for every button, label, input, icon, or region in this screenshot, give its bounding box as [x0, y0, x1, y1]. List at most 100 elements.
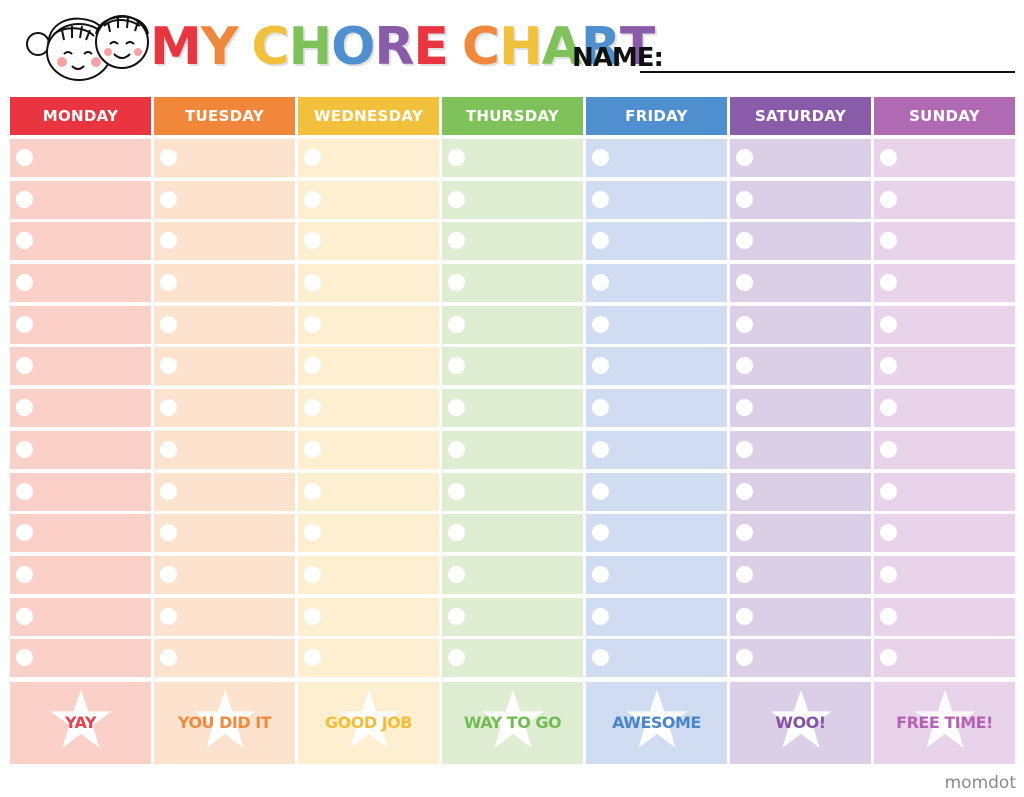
checkbox-circle-icon[interactable]: [304, 482, 321, 500]
chore-slot[interactable]: [298, 222, 439, 261]
chore-slot[interactable]: [586, 305, 727, 344]
chore-slot[interactable]: [874, 514, 1015, 553]
chore-slot[interactable]: [586, 139, 727, 177]
checkbox-circle-icon[interactable]: [16, 315, 33, 333]
chore-slot[interactable]: [298, 305, 439, 344]
chore-slot[interactable]: [874, 472, 1015, 511]
checkbox-circle-icon[interactable]: [736, 190, 753, 208]
checkbox-circle-icon[interactable]: [16, 399, 33, 417]
checkbox-circle-icon[interactable]: [880, 149, 897, 166]
checkbox-circle-icon[interactable]: [16, 482, 33, 500]
checkbox-circle-icon[interactable]: [592, 232, 609, 250]
chore-slot[interactable]: [586, 639, 727, 678]
checkbox-circle-icon[interactable]: [736, 607, 753, 625]
checkbox-circle-icon[interactable]: [304, 274, 321, 292]
chore-slot[interactable]: [442, 222, 583, 261]
checkbox-circle-icon[interactable]: [880, 607, 897, 625]
chore-slot[interactable]: [154, 514, 295, 553]
checkbox-circle-icon[interactable]: [304, 357, 321, 375]
checkbox-circle-icon[interactable]: [16, 357, 33, 375]
chore-slot[interactable]: [10, 597, 151, 636]
checkbox-circle-icon[interactable]: [16, 274, 33, 292]
checkbox-circle-icon[interactable]: [448, 149, 465, 166]
checkbox-circle-icon[interactable]: [736, 149, 753, 166]
checkbox-circle-icon[interactable]: [304, 649, 321, 667]
chore-slot[interactable]: [442, 139, 583, 177]
chore-slot[interactable]: [154, 305, 295, 344]
chore-slot[interactable]: [298, 180, 439, 219]
checkbox-circle-icon[interactable]: [448, 482, 465, 500]
chore-slot[interactable]: [730, 555, 871, 594]
chore-slot[interactable]: [298, 139, 439, 177]
chore-slot[interactable]: [874, 305, 1015, 344]
chore-slot[interactable]: [442, 347, 583, 386]
checkbox-circle-icon[interactable]: [592, 482, 609, 500]
checkbox-circle-icon[interactable]: [160, 190, 177, 208]
checkbox-circle-icon[interactable]: [592, 565, 609, 583]
checkbox-circle-icon[interactable]: [304, 190, 321, 208]
chore-slot[interactable]: [154, 264, 295, 303]
chore-slot[interactable]: [298, 639, 439, 678]
chore-slot[interactable]: [874, 597, 1015, 636]
chore-slot[interactable]: [730, 180, 871, 219]
checkbox-circle-icon[interactable]: [880, 565, 897, 583]
checkbox-circle-icon[interactable]: [448, 440, 465, 458]
chore-slot[interactable]: [10, 514, 151, 553]
checkbox-circle-icon[interactable]: [160, 149, 177, 166]
checkbox-circle-icon[interactable]: [880, 482, 897, 500]
chore-slot[interactable]: [730, 222, 871, 261]
checkbox-circle-icon[interactable]: [592, 649, 609, 667]
checkbox-circle-icon[interactable]: [592, 149, 609, 166]
chore-slot[interactable]: [154, 389, 295, 428]
checkbox-circle-icon[interactable]: [592, 440, 609, 458]
chore-slot[interactable]: [298, 430, 439, 469]
checkbox-circle-icon[interactable]: [736, 315, 753, 333]
checkbox-circle-icon[interactable]: [304, 399, 321, 417]
chore-slot[interactable]: [874, 430, 1015, 469]
chore-slot[interactable]: [586, 472, 727, 511]
chore-slot[interactable]: [10, 222, 151, 261]
chore-slot[interactable]: [442, 305, 583, 344]
checkbox-circle-icon[interactable]: [880, 399, 897, 417]
checkbox-circle-icon[interactable]: [448, 357, 465, 375]
chore-slot[interactable]: [154, 430, 295, 469]
chore-slot[interactable]: [154, 347, 295, 386]
checkbox-circle-icon[interactable]: [304, 607, 321, 625]
checkbox-circle-icon[interactable]: [448, 524, 465, 542]
chore-slot[interactable]: [874, 222, 1015, 261]
checkbox-circle-icon[interactable]: [592, 190, 609, 208]
checkbox-circle-icon[interactable]: [592, 524, 609, 542]
checkbox-circle-icon[interactable]: [160, 274, 177, 292]
checkbox-circle-icon[interactable]: [448, 649, 465, 667]
chore-slot[interactable]: [10, 639, 151, 678]
checkbox-circle-icon[interactable]: [304, 565, 321, 583]
chore-slot[interactable]: [298, 472, 439, 511]
checkbox-circle-icon[interactable]: [160, 315, 177, 333]
checkbox-circle-icon[interactable]: [448, 232, 465, 250]
name-field[interactable]: [640, 71, 1015, 73]
checkbox-circle-icon[interactable]: [880, 357, 897, 375]
chore-slot[interactable]: [730, 389, 871, 428]
chore-slot[interactable]: [874, 180, 1015, 219]
checkbox-circle-icon[interactable]: [880, 315, 897, 333]
checkbox-circle-icon[interactable]: [880, 440, 897, 458]
chore-slot[interactable]: [154, 139, 295, 177]
chore-slot[interactable]: [442, 389, 583, 428]
chore-slot[interactable]: [298, 514, 439, 553]
chore-slot[interactable]: [874, 139, 1015, 177]
checkbox-circle-icon[interactable]: [304, 232, 321, 250]
checkbox-circle-icon[interactable]: [448, 315, 465, 333]
checkbox-circle-icon[interactable]: [16, 149, 33, 166]
chore-slot[interactable]: [730, 639, 871, 678]
checkbox-circle-icon[interactable]: [736, 440, 753, 458]
chore-slot[interactable]: [10, 180, 151, 219]
chore-slot[interactable]: [874, 347, 1015, 386]
checkbox-circle-icon[interactable]: [16, 607, 33, 625]
chore-slot[interactable]: [586, 389, 727, 428]
checkbox-circle-icon[interactable]: [736, 274, 753, 292]
chore-slot[interactable]: [730, 347, 871, 386]
checkbox-circle-icon[interactable]: [592, 607, 609, 625]
chore-slot[interactable]: [874, 555, 1015, 594]
chore-slot[interactable]: [586, 430, 727, 469]
checkbox-circle-icon[interactable]: [592, 399, 609, 417]
